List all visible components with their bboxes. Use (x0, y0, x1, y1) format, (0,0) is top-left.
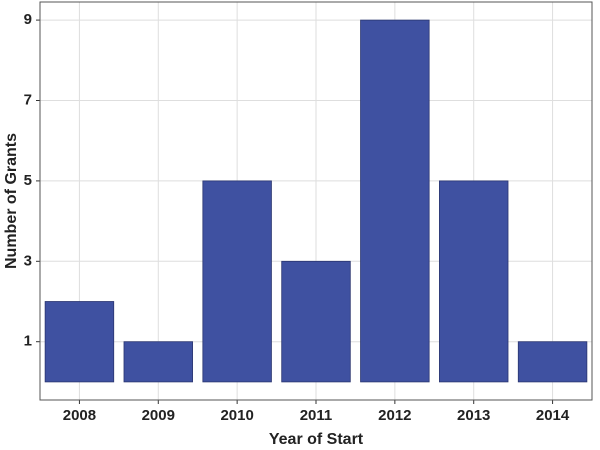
bar (281, 260, 351, 383)
y-axis-title: Number of Grants (3, 133, 20, 269)
x-tick-label: 2011 (300, 407, 333, 424)
bar (202, 180, 272, 383)
bar (123, 341, 193, 383)
y-tick-label: 9 (24, 11, 32, 28)
plot-border (39, 1, 593, 401)
bar (517, 341, 588, 383)
y-tick-label: 3 (24, 252, 32, 269)
x-tick-label: 2014 (536, 407, 570, 424)
x-tick-label: 2008 (63, 407, 96, 424)
x-tick-label: 2012 (378, 407, 411, 424)
bar (439, 180, 509, 383)
y-tick-label: 5 (24, 172, 32, 189)
x-axis-title: Year of Start (269, 431, 364, 448)
y-tick-label: 7 (24, 91, 32, 108)
x-tick-label: 2010 (220, 407, 253, 424)
x-tick-label: 2013 (457, 407, 490, 424)
x-tick-label: 2009 (142, 407, 175, 424)
bar (360, 19, 430, 383)
bar (44, 301, 115, 383)
y-tick-label: 1 (24, 333, 32, 350)
